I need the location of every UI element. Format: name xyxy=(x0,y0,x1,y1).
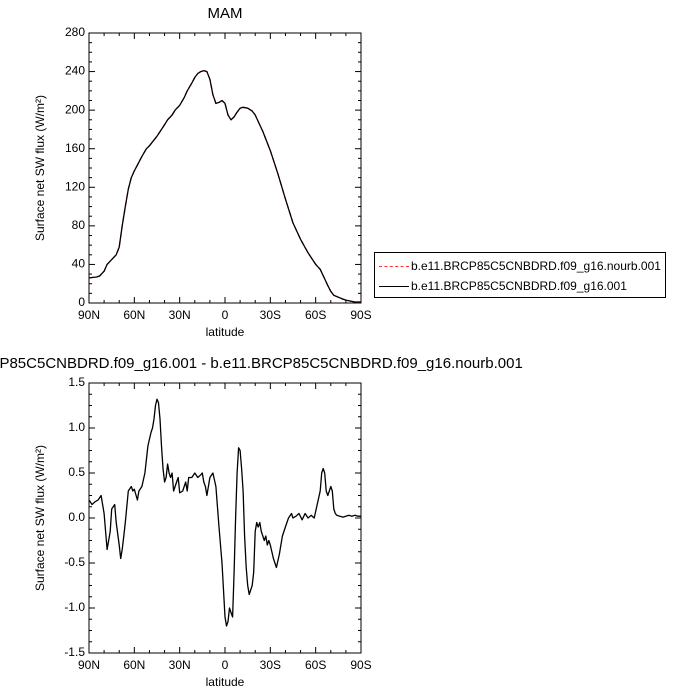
x-tick-label: 0 xyxy=(222,658,229,672)
legend-entry-control: b.e11.BRCP85C5CNBDRD.f09_g16.001 xyxy=(379,276,627,296)
y-tick-label: 0.5 xyxy=(68,465,85,479)
chart-title: MAM xyxy=(208,5,243,22)
series-line-0 xyxy=(88,398,361,627)
chart-title: b.e11.BRCP85C5CNBDRD.f09_g16.001 - b.e11… xyxy=(0,355,523,372)
legend-entry-nourb: b.e11.BRCP85C5CNBDRD.f09_g16.nourb.001 xyxy=(379,256,661,276)
x-tick-label: 30N xyxy=(169,658,191,672)
y-tick-label: -1.0 xyxy=(64,600,85,614)
x-axis-label: latitude xyxy=(206,325,245,339)
x-tick-label: 60S xyxy=(305,658,326,672)
x-tick-label: 30S xyxy=(260,308,281,322)
x-tick-label: 30S xyxy=(260,658,281,672)
x-tick-label: 90N xyxy=(78,658,100,672)
x-tick-label: 60N xyxy=(123,308,145,322)
x-tick-label: 60S xyxy=(305,308,326,322)
legend-label-control: b.e11.BRCP85C5CNBDRD.f09_g16.001 xyxy=(411,279,627,293)
y-tick-label: 1.5 xyxy=(68,375,85,389)
y-tick-label: 80 xyxy=(72,218,86,232)
y-tick-label: 280 xyxy=(65,25,85,39)
y-tick-label: 40 xyxy=(72,257,86,271)
y-tick-label: 0.0 xyxy=(68,510,85,524)
x-tick-label: 90N xyxy=(78,308,100,322)
chart-0: MAM 0 40 80 120 160 200 240 280 90N 60N 30N 0 30S 60S 9… xyxy=(33,5,372,339)
legend-swatch-solid xyxy=(379,285,409,287)
x-tick-label: 90S xyxy=(350,308,371,322)
x-tick-label: 60N xyxy=(123,658,145,672)
chart-1: b.e11.BRCP85C5CNBDRD.f09_g16.001 - b.e11… xyxy=(0,355,523,689)
series-line-1 xyxy=(88,69,361,303)
x-tick-label: 90S xyxy=(350,658,371,672)
y-axis-label: Surface net SW flux (W/m²) xyxy=(33,95,47,241)
y-tick-label: 200 xyxy=(65,102,85,116)
y-tick-label: -0.5 xyxy=(64,555,85,569)
legend-swatch-dashed xyxy=(379,265,409,267)
x-tick-label: 0 xyxy=(222,308,229,322)
legend-label-nourb: b.e11.BRCP85C5CNBDRD.f09_g16.nourb.001 xyxy=(411,259,661,273)
x-tick-label: 30N xyxy=(169,308,191,322)
plot-frame xyxy=(88,32,362,304)
y-axis-label: Surface net SW flux (W/m²) xyxy=(33,445,47,591)
y-tick-label: 160 xyxy=(65,141,85,155)
y-tick-label: 1.0 xyxy=(68,420,85,434)
y-tick-label: 0 xyxy=(78,295,85,309)
y-tick-label: 240 xyxy=(65,64,85,78)
y-tick-label: -1.5 xyxy=(64,645,85,659)
x-axis-label: latitude xyxy=(206,675,245,689)
legend: b.e11.BRCP85C5CNBDRD.f09_g16.nourb.001 b… xyxy=(374,252,666,298)
y-tick-label: 120 xyxy=(65,179,85,193)
